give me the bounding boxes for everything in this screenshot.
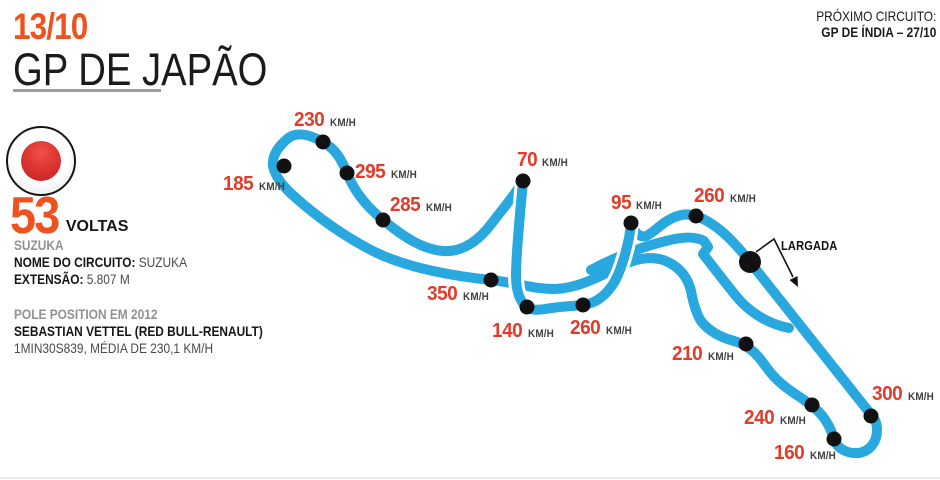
race-date: 13/10 <box>13 6 88 47</box>
laps-counter: 53 VOLTAS <box>10 190 128 242</box>
next-circuit: PRÓXIMO CIRCUITO: GP DE ÍNDIA – 27/10 <box>795 8 936 40</box>
track-parallel-path <box>586 232 794 333</box>
track-point-dot <box>623 215 639 231</box>
pole-time: 1MIN30S839, MÉDIA DE 230,1 KM/H <box>14 340 214 356</box>
track-point-dot <box>688 208 704 224</box>
track-point-dot <box>519 299 535 315</box>
track-dots <box>276 134 879 447</box>
track-point-dot <box>804 397 820 413</box>
japan-flag-icon <box>6 126 76 196</box>
circuit-name-value: SUZUKA <box>138 254 188 270</box>
bottom-divider <box>0 477 940 479</box>
circuit-name-label: NOME DO CIRCUITO: <box>14 254 136 270</box>
next-circuit-label: PRÓXIMO CIRCUITO: <box>815 8 936 24</box>
track-main-path <box>267 129 882 459</box>
circuit-length-label: EXTENSÃO: <box>14 271 84 287</box>
track-point-dot <box>339 165 355 181</box>
track-point-dot <box>315 134 331 150</box>
pole-position-info: POLE POSITION EM 2012 SEBASTIAN VETTEL (… <box>14 306 307 357</box>
laps-value: 53 <box>10 187 60 245</box>
track-point-dot <box>826 431 842 447</box>
track-crossover-path <box>511 176 636 315</box>
track-point-dot <box>739 251 761 273</box>
track-point-dot <box>515 173 531 189</box>
track-point-dot <box>483 272 499 288</box>
track-point-dot <box>375 212 391 228</box>
circuit-heading: SUZUKA <box>14 237 64 253</box>
circuit-info: SUZUKA NOME DO CIRCUITO: SUZUKA EXTENSÃO… <box>14 237 218 288</box>
page-title: GP DE JAPÃO <box>13 44 268 95</box>
pole-heading: POLE POSITION EM 2012 <box>14 306 158 322</box>
start-leader-line <box>755 237 794 278</box>
track-point-dot <box>575 297 591 313</box>
track-point-dot <box>738 336 754 352</box>
title-divider <box>13 89 161 92</box>
track-point-dot <box>276 158 292 174</box>
next-circuit-value: GP DE ÍNDIA – 27/10 <box>820 24 936 40</box>
circuit-length-value: 5.807 M <box>86 271 130 287</box>
start-arrowhead <box>789 276 798 287</box>
laps-label: VOLTAS <box>65 218 129 235</box>
pole-driver: SEBASTIAN VETTEL (RED BULL-RENAULT) <box>14 323 263 339</box>
japan-flag-sun <box>21 141 61 181</box>
track-point-dot <box>863 408 879 424</box>
